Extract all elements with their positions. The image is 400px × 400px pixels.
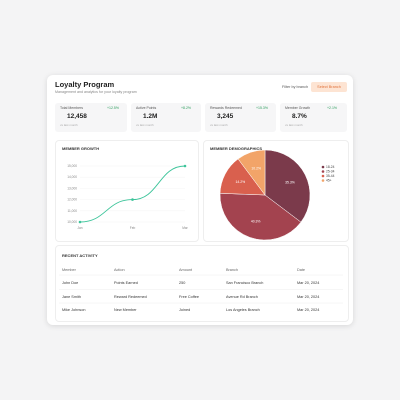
x-tick-label: Jan bbox=[77, 226, 82, 230]
y-tick-label: 14,000 bbox=[67, 175, 77, 179]
stat-card bbox=[55, 103, 127, 132]
y-tick-label: 12,000 bbox=[67, 198, 77, 202]
stat-change: +8.2% bbox=[181, 106, 192, 110]
stat-note: vs last month bbox=[60, 123, 78, 127]
stat-change: +15.3% bbox=[256, 106, 268, 110]
stat-note: vs last month bbox=[136, 123, 154, 127]
stat-value: 12,458 bbox=[67, 113, 87, 120]
stat-value: 8.7% bbox=[292, 113, 307, 120]
legend-label: 35-44 bbox=[326, 174, 335, 178]
stat-label: Total Members bbox=[60, 106, 83, 110]
pie-slice bbox=[264, 149, 311, 223]
column-header: Date bbox=[297, 268, 306, 272]
line bbox=[79, 165, 186, 223]
table-cell: New Member bbox=[114, 308, 137, 312]
stat-change: +2.1% bbox=[327, 106, 338, 110]
column-header: Amount bbox=[179, 268, 193, 272]
column-header: Branch bbox=[226, 268, 239, 272]
y-tick-label: 15,000 bbox=[67, 164, 77, 168]
point bbox=[131, 198, 134, 201]
y-tick-label: 10,000 bbox=[67, 220, 77, 224]
table-cell: Points Earned bbox=[114, 281, 138, 285]
stat-label: Rewards Redeemed bbox=[210, 106, 242, 110]
chart-title: MEMBER GROWTH bbox=[62, 146, 100, 151]
table-cell: Mar 20, 2024 bbox=[297, 294, 320, 299]
table-cell: Avenue Rd Branch bbox=[226, 294, 258, 299]
x-tick-label: Mar bbox=[182, 226, 188, 230]
y-tick-label: 11,000 bbox=[67, 209, 77, 213]
pie-slice bbox=[237, 149, 266, 196]
pie-slice bbox=[219, 193, 302, 241]
stat-value: 1.2M bbox=[143, 113, 158, 120]
stat-label: Member Growth bbox=[285, 106, 311, 110]
legend-label: 25-34 bbox=[326, 170, 335, 174]
x-tick-label: Feb bbox=[130, 226, 136, 230]
stat-value: 3,245 bbox=[217, 113, 234, 120]
stat-change: +12.5% bbox=[107, 106, 119, 110]
table-cell: Joined bbox=[179, 308, 191, 312]
slice-label: 40.3% bbox=[251, 219, 261, 223]
table-cell: Mar 20, 2024 bbox=[297, 308, 320, 312]
table-cell: Free Coffee bbox=[179, 294, 199, 299]
point bbox=[183, 164, 187, 168]
activity-card bbox=[55, 245, 349, 322]
table-cell: Jane Smith bbox=[62, 294, 81, 299]
stat-note: vs last month bbox=[210, 123, 228, 127]
table-cell: Los Angeles Branch bbox=[226, 308, 260, 312]
page-title: Loyalty Program bbox=[55, 80, 115, 89]
table-cell: Mike Johnson bbox=[62, 308, 86, 312]
y-tick-label: 13,000 bbox=[67, 186, 77, 190]
table-cell: San Francisco Branch bbox=[226, 281, 264, 285]
column-header: Member bbox=[62, 268, 76, 272]
slice-label: 10.2% bbox=[251, 167, 261, 171]
stat-card bbox=[131, 103, 201, 132]
table-cell: Reward Redeemed bbox=[114, 294, 147, 299]
legend-swatch bbox=[321, 165, 325, 169]
table-cell: 250 bbox=[179, 281, 186, 285]
column-header: Action bbox=[114, 268, 125, 272]
growth-card bbox=[55, 140, 199, 242]
stat-card bbox=[280, 103, 347, 132]
section-title: RECENT ACTIVITY bbox=[62, 253, 98, 258]
stat-note: vs last month bbox=[285, 123, 303, 127]
stat-card bbox=[205, 103, 276, 132]
slice-label: 35.3% bbox=[285, 181, 295, 185]
legend-label: 45+ bbox=[326, 179, 332, 183]
filter-label: Filter by branch bbox=[282, 85, 309, 89]
stat-label: Active Points bbox=[136, 106, 157, 110]
table-cell: John Doe bbox=[62, 281, 79, 285]
legend-label: 18-24 bbox=[326, 165, 335, 169]
branch-select[interactable]: Select Branch bbox=[311, 82, 347, 92]
chart-title: MEMBER DEMOGRAPHICS bbox=[210, 146, 263, 151]
page-subtitle: Management and analytics for your loyalt… bbox=[55, 90, 137, 94]
legend-swatch bbox=[321, 179, 325, 182]
point bbox=[78, 220, 82, 224]
legend-swatch bbox=[321, 174, 325, 178]
legend-swatch bbox=[321, 170, 325, 173]
slice-label: 14.2% bbox=[235, 180, 245, 184]
table-cell: Mar 20, 2024 bbox=[297, 281, 320, 285]
